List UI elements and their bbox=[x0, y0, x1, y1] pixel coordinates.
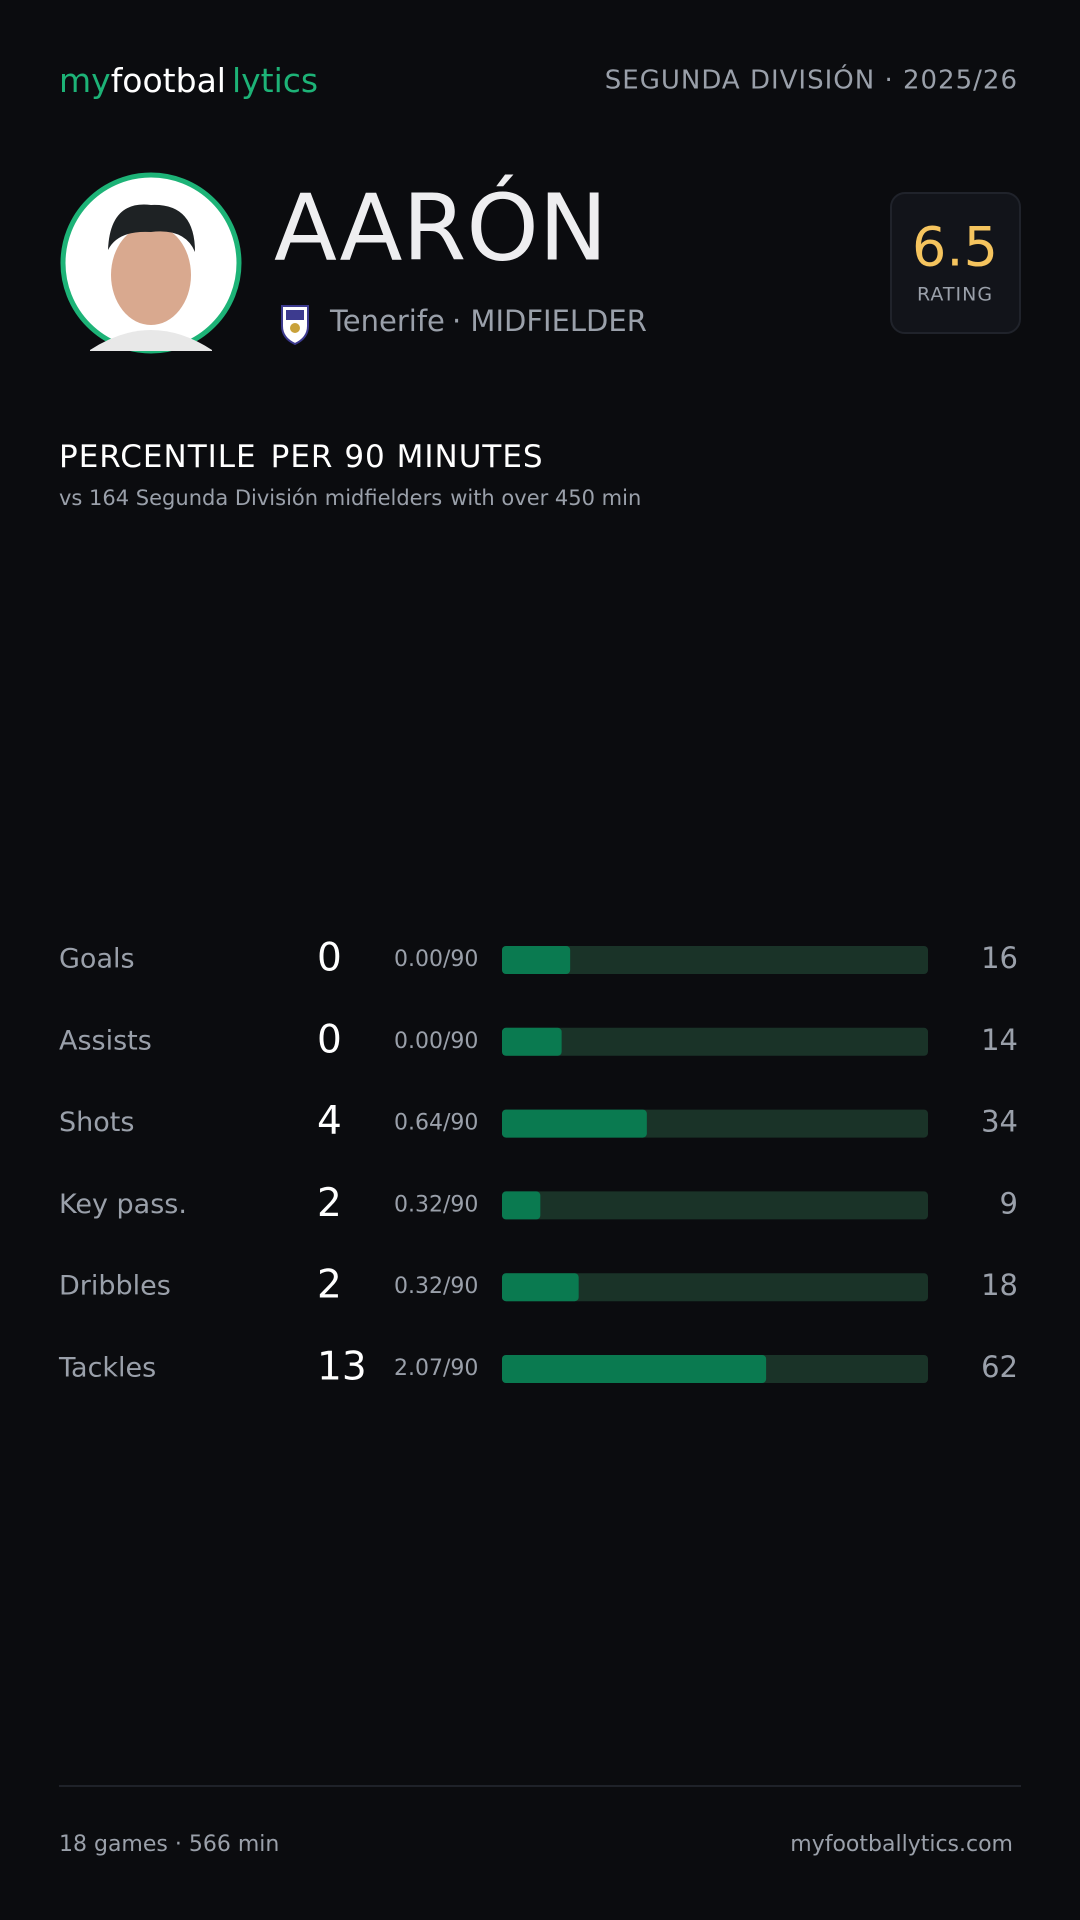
section-title-part: PERCENTILE bbox=[59, 439, 257, 475]
team-crest bbox=[281, 305, 309, 346]
bar-track bbox=[502, 1027, 928, 1056]
rating-value: 6.5 bbox=[912, 216, 998, 279]
player-name: AARÓN bbox=[274, 172, 608, 281]
section-subtitle: vs 164 Segunda División midfielders with … bbox=[59, 486, 641, 510]
percentile-bar bbox=[502, 1109, 647, 1138]
stat-label: Dribbles bbox=[59, 1271, 171, 1302]
stat-rows: Goals 0 0.00/90 16 Assists 0 0.00/90 14 Shots 4 0.… bbox=[58, 936, 1018, 1390]
percentile-value: 18 bbox=[981, 1268, 1018, 1302]
rating-label: RATING bbox=[917, 284, 993, 306]
percentile-bar bbox=[502, 1027, 562, 1056]
position: · MIDFIELDER bbox=[452, 304, 647, 338]
percentile-value: 14 bbox=[981, 1023, 1018, 1057]
stat-per90: 0.32/90 bbox=[394, 1192, 478, 1217]
stat-label: Tackles bbox=[58, 1353, 156, 1384]
brand: myfootbal lytics bbox=[59, 61, 318, 100]
stat-per90: 2.07/90 bbox=[394, 1356, 478, 1381]
stat-label: Key pass. bbox=[59, 1189, 187, 1220]
percentile-value: 34 bbox=[981, 1105, 1018, 1139]
section-title-part: PER 90 MINUTES bbox=[271, 439, 544, 475]
section-subtitle-part: vs 164 Segunda División midfielders bbox=[59, 486, 442, 510]
section-title: PERCENTILE PER 90 MINUTES bbox=[59, 439, 544, 475]
stat-label: Assists bbox=[59, 1025, 152, 1056]
stat-total: 0 bbox=[317, 1017, 342, 1062]
brand-part: my bbox=[59, 61, 111, 100]
rating-box bbox=[890, 192, 1021, 334]
percentile-bar bbox=[502, 1191, 541, 1220]
section-subtitle-part: with over 450 min bbox=[450, 486, 641, 510]
stat-total: 13 bbox=[317, 1345, 367, 1390]
stat-per90: 0.64/90 bbox=[394, 1111, 478, 1136]
stat-total: 4 bbox=[317, 1099, 342, 1144]
stat-per90: 0.00/90 bbox=[394, 947, 478, 972]
footer-right: myfootballytics.com bbox=[790, 1832, 1013, 1857]
brand-part: footbal bbox=[111, 61, 226, 100]
stat-per90: 0.00/90 bbox=[394, 1029, 478, 1054]
team-name: Tenerife bbox=[329, 304, 445, 338]
stat-label: Goals bbox=[59, 944, 135, 975]
stat-label: Shots bbox=[59, 1107, 134, 1138]
percentile-value: 16 bbox=[981, 941, 1018, 975]
footer-left: 18 games · 566 min bbox=[59, 1832, 279, 1857]
percentile-value: 62 bbox=[981, 1350, 1018, 1384]
percentile-value: 9 bbox=[1000, 1186, 1018, 1220]
league: SEGUNDA DIVISIÓN · 2025/26 bbox=[605, 64, 1018, 96]
stat-total: 2 bbox=[317, 1181, 342, 1226]
percentile-bar bbox=[502, 946, 571, 974]
bar-track bbox=[502, 1191, 928, 1220]
avatar bbox=[60, 172, 242, 354]
stat-total: 0 bbox=[317, 936, 342, 981]
brand-part: lytics bbox=[232, 61, 318, 100]
percentile-bar bbox=[502, 1273, 579, 1302]
bar-track bbox=[502, 946, 928, 974]
bar-track bbox=[502, 1273, 928, 1302]
percentile-bar bbox=[502, 1355, 767, 1383]
stat-total: 2 bbox=[317, 1263, 342, 1308]
stat-per90: 0.32/90 bbox=[394, 1274, 478, 1299]
